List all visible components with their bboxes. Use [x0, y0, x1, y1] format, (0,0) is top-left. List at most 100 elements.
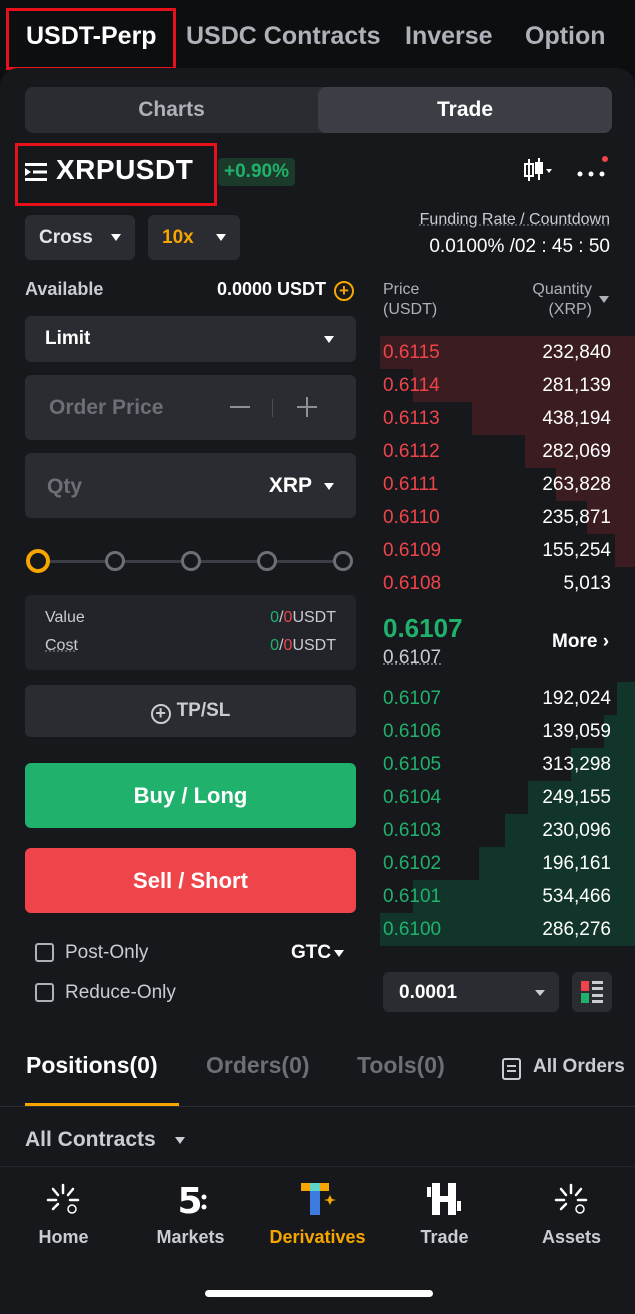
post-only-label[interactable]: Post-Only — [65, 942, 149, 963]
orderbook-row[interactable]: 0.6104 249,155 — [380, 781, 635, 814]
orderbook-layout-icon[interactable] — [572, 972, 612, 1012]
tab-option[interactable]: Option — [525, 22, 606, 50]
candlestick-chart-icon[interactable] — [522, 156, 552, 184]
orderbook-qty: 5,013 — [563, 573, 611, 594]
reduce-only-label[interactable]: Reduce-Only — [65, 982, 176, 1003]
orderbook-row[interactable]: 0.6107 192,024 — [380, 682, 635, 715]
orderbook-qty: 155,254 — [542, 540, 611, 561]
orderbook-row[interactable]: 0.6112 282,069 — [380, 435, 635, 468]
leverage-select[interactable]: 10x — [148, 215, 240, 260]
orderbook-row[interactable]: 0.6111 263,828 — [380, 468, 635, 501]
orderbook-row[interactable]: 0.6103 230,096 — [380, 814, 635, 847]
more-options-icon[interactable] — [577, 156, 609, 184]
slider-handle[interactable] — [26, 549, 50, 573]
slider-step-25[interactable] — [105, 551, 125, 571]
cost-label[interactable]: Cost — [45, 637, 78, 654]
price-precision-select[interactable]: 0.0001 — [383, 972, 559, 1012]
orderbook-row[interactable]: 0.6102 196,161 — [380, 847, 635, 880]
orderbook-row[interactable]: 0.6113 438,194 — [380, 402, 635, 435]
bid-depth-bar — [413, 880, 635, 913]
orderbook-row[interactable]: 0.6105 313,298 — [380, 748, 635, 781]
symbol-name: XRPUSDT — [56, 154, 194, 185]
last-price: 0.6107 — [383, 613, 463, 643]
orderbook-price: 0.6114 — [383, 375, 440, 396]
quantity-unit[interactable]: XRP — [268, 474, 312, 497]
orderbook-row[interactable]: 0.6106 139,059 — [380, 715, 635, 748]
nav-derivatives[interactable]: Derivatives — [254, 1167, 381, 1267]
slider-step-75[interactable] — [257, 551, 277, 571]
bid-depth-bar — [604, 715, 635, 748]
tpsl-button[interactable]: + TP/SL — [25, 685, 356, 737]
orderbook-row[interactable]: 0.6110 235,871 — [380, 501, 635, 534]
value-amount: 0/0USDT — [270, 609, 336, 626]
order-price-placeholder: Order Price — [49, 396, 164, 419]
funding-rate-value: 0.0100% /02 : 45 : 50 — [429, 236, 610, 257]
orderbook-qty: 281,139 — [542, 375, 611, 396]
order-type-label: Limit — [45, 328, 91, 349]
tab-orders[interactable]: Orders(0) — [206, 1052, 310, 1078]
add-circle-icon: + — [150, 704, 171, 724]
tab-positions[interactable]: Positions(0) — [26, 1052, 158, 1078]
orderbook-row[interactable]: 0.6101 534,466 — [380, 880, 635, 913]
tab-usdt-perp[interactable]: USDT-Perp — [26, 22, 157, 50]
ask-depth-bar — [615, 534, 635, 567]
tpsl-label: TP/SL — [176, 700, 231, 721]
add-funds-icon[interactable]: + — [334, 281, 354, 301]
nav-trade[interactable]: Trade — [381, 1167, 508, 1267]
quantity-input[interactable]: Qty XRP — [25, 453, 356, 518]
time-in-force-select[interactable]: GTC — [291, 942, 332, 963]
trade-h-icon — [427, 1183, 461, 1215]
orderbook-qty-header[interactable]: Quantity (XRP) — [532, 281, 592, 318]
trade-tab[interactable]: Trade — [318, 87, 612, 133]
charts-tab[interactable]: Charts — [138, 98, 205, 121]
orderbook-qty: 232,840 — [542, 342, 611, 363]
tab-tools[interactable]: Tools(0) — [357, 1052, 445, 1078]
all-orders-link[interactable]: All Orders — [533, 1056, 625, 1077]
slider-step-50[interactable] — [181, 551, 201, 571]
slider-step-100[interactable] — [333, 551, 353, 571]
nav-markets[interactable]: 5 Markets — [156, 1181, 225, 1247]
orderbook-row[interactable]: 0.6109 155,254 — [380, 534, 635, 567]
tab-inverse[interactable]: Inverse — [405, 22, 493, 50]
orderbook-qty: 192,024 — [542, 688, 611, 709]
margin-mode-select[interactable]: Cross — [25, 215, 135, 260]
tab-usdc-contracts[interactable]: USDC Contracts — [186, 22, 381, 50]
buy-long-button[interactable]: Buy / Long — [25, 763, 356, 828]
orderbook-row[interactable]: 0.6114 281,139 — [380, 369, 635, 402]
contracts-filter[interactable]: All Contracts — [25, 1128, 156, 1151]
nav-home[interactable]: Home — [0, 1167, 127, 1267]
orderbook-price: 0.6110 — [383, 507, 440, 528]
decrement-icon[interactable] — [230, 406, 250, 408]
chevron-down-icon — [324, 483, 334, 490]
orderbook-row[interactable]: 0.6100 286,276 — [380, 913, 635, 946]
mark-price[interactable]: 0.6107 — [383, 647, 442, 668]
sell-short-button[interactable]: Sell / Short — [25, 848, 356, 913]
orderbook-price-header: Price (USDT) — [383, 281, 438, 318]
order-price-input[interactable]: Order Price — [25, 375, 356, 440]
active-tab-indicator — [25, 1103, 179, 1106]
value-cost-panel: Value 0/0USDT Cost 0/0USDT — [25, 595, 356, 670]
orderbook-price: 0.6111 — [383, 474, 439, 495]
nav-assets[interactable]: Assets — [508, 1167, 635, 1267]
orderbook-row[interactable]: 0.6108 5,013 — [380, 567, 635, 600]
chevron-down-icon — [111, 234, 121, 241]
bid-depth-bar — [528, 781, 635, 814]
orderbook-qty: 286,276 — [542, 919, 611, 940]
orderbook-price: 0.6106 — [383, 721, 442, 742]
order-type-select[interactable]: Limit — [25, 316, 356, 362]
orderbook-row[interactable]: 0.6115 232,840 — [380, 336, 635, 369]
assets-spark-icon — [554, 1183, 588, 1214]
divider — [0, 1106, 635, 1107]
orderbook-price: 0.6100 — [383, 919, 442, 940]
more-link[interactable]: More › — [552, 631, 610, 652]
orderbook-price: 0.6109 — [383, 540, 442, 561]
chevron-right-icon: › — [602, 631, 610, 652]
document-icon[interactable] — [502, 1058, 521, 1080]
leverage-label: 10x — [162, 227, 194, 248]
funding-rate-label[interactable]: Funding Rate / Countdown — [419, 211, 610, 228]
derivatives-t-icon — [301, 1183, 336, 1215]
reduce-only-checkbox[interactable] — [35, 983, 54, 1002]
orderbook-price: 0.6105 — [383, 754, 442, 775]
post-only-checkbox[interactable] — [35, 943, 54, 962]
orderbook-price: 0.6102 — [383, 853, 442, 874]
